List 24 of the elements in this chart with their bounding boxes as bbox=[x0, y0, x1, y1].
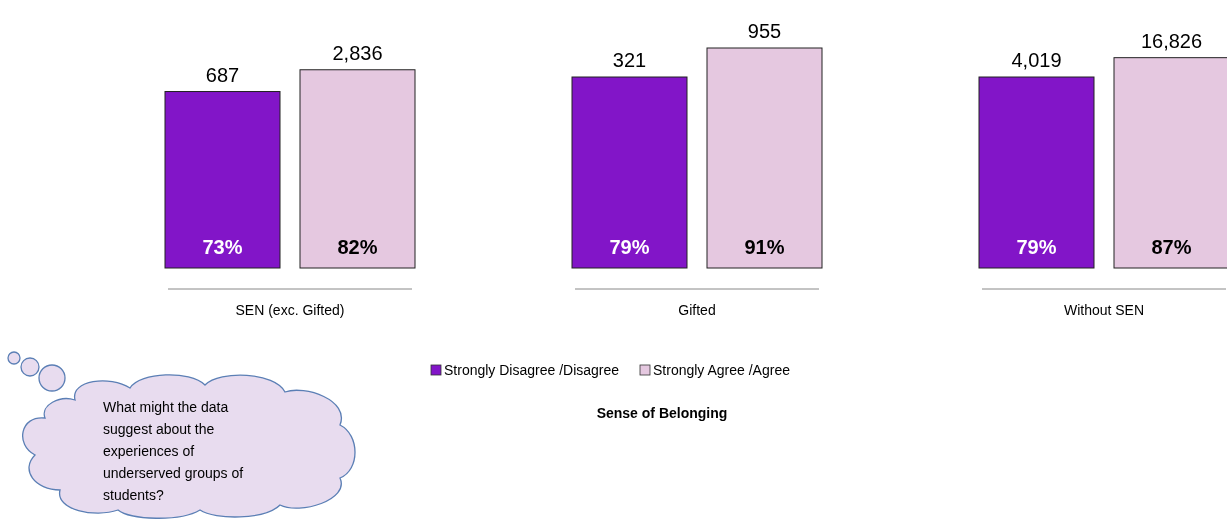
legend-label: Strongly Disagree /Disagree bbox=[444, 362, 620, 378]
text: What might the data suggest about the experiences of underserved groups of students? bbox=[103, 399, 244, 503]
bar bbox=[164, 91, 281, 269]
bar bbox=[978, 76, 1095, 269]
x-tick-label: Gifted bbox=[678, 302, 716, 318]
annotation: 321 bbox=[612, 49, 647, 72]
bar bbox=[571, 76, 688, 269]
data-label: 82% bbox=[337, 236, 378, 258]
x-tick-label: SEN (exc. Gifted) bbox=[235, 302, 345, 318]
text: 955 bbox=[747, 20, 782, 42]
data-label: 87% bbox=[1151, 236, 1192, 258]
bar bbox=[706, 47, 823, 269]
annotation: 16,826 bbox=[1140, 29, 1203, 52]
data-label: 91% bbox=[744, 236, 785, 258]
data-label: 73% bbox=[202, 236, 243, 258]
data-label: 79% bbox=[1016, 236, 1057, 258]
annotation: 2,836 bbox=[332, 41, 383, 64]
data-label: 79% bbox=[609, 236, 650, 258]
annotation: 687 bbox=[205, 63, 240, 86]
legend-label: Strongly Agree /Agree bbox=[653, 362, 791, 378]
x-tick-label: Without SEN bbox=[1063, 302, 1145, 318]
bar bbox=[299, 69, 416, 269]
text: Sense of Belonging bbox=[596, 405, 728, 421]
annotation: 4,019 bbox=[1011, 49, 1062, 72]
